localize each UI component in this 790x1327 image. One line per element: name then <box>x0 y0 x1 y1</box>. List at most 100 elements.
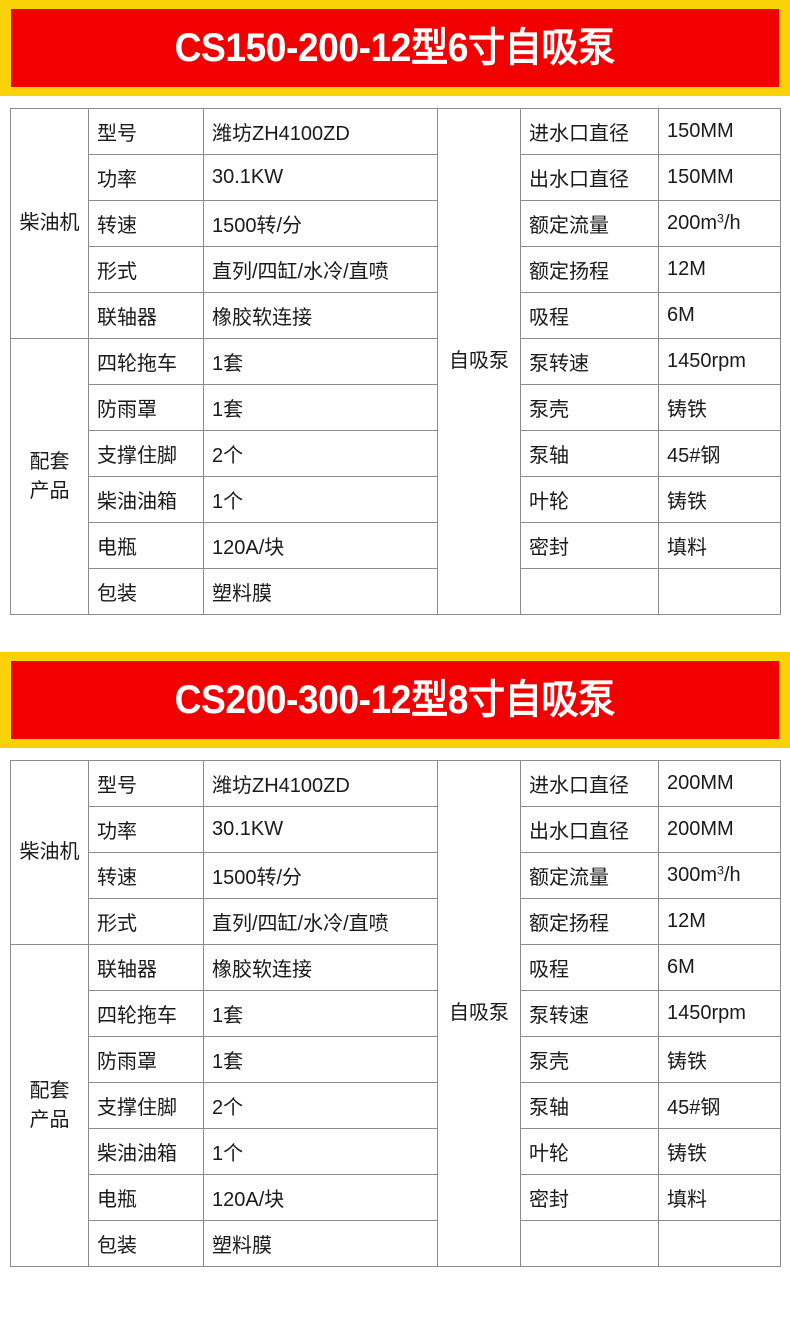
spec-label: 进水口直径 <box>520 108 659 155</box>
flow-unit: /h <box>723 864 741 886</box>
spec-label: 柴油油箱 <box>88 476 204 523</box>
spec-table-2: 柴油机 型号 潍坊ZH4100ZD 自吸泵 进水口直径 200MM 功率 30.… <box>10 760 781 1267</box>
spec-value: 12M <box>658 898 781 945</box>
spec-value: 1个 <box>203 1128 438 1175</box>
spec-label: 泵转速 <box>520 990 659 1037</box>
banner-title-2: CS200-300-12型8寸自吸泵 <box>174 678 616 722</box>
spec-label: 泵壳 <box>520 384 659 431</box>
spec-table-wrap-1: 柴油机 型号 潍坊ZH4100ZD 自吸泵 进水口直径 150MM 功率 30.… <box>0 108 790 615</box>
spec-label: 联轴器 <box>88 944 204 991</box>
table-row: 功率 30.1KW 出水口直径 150MM <box>11 154 781 201</box>
spec-label: 额定扬程 <box>520 898 659 945</box>
group-label-engine: 柴油机 <box>10 108 89 339</box>
table-row: 转速 1500转/分 额定流量 300m3/h <box>11 852 781 899</box>
spacer-1 <box>0 96 790 108</box>
spec-value: 1套 <box>203 338 438 385</box>
spec-label: 泵轴 <box>520 430 659 477</box>
flow-exponent: 3 <box>717 211 724 226</box>
spec-value: 塑料膜 <box>203 1220 438 1267</box>
table-row: 支撑住脚 2个 泵轴 45#钢 <box>11 1082 781 1129</box>
table-row: 防雨罩 1套 泵壳 铸铁 <box>11 384 781 431</box>
spec-value: 橡胶软连接 <box>203 292 438 339</box>
banner-inner-2: CS200-300-12型8寸自吸泵 <box>11 661 779 739</box>
flow-exponent: 3 <box>717 863 724 878</box>
spec-label: 叶轮 <box>520 1128 659 1175</box>
spec-value: 铸铁 <box>658 1128 781 1175</box>
group-label-line1: 配套 <box>29 450 70 473</box>
spec-value: 45#钢 <box>658 1082 781 1129</box>
spec-label: 泵转速 <box>520 338 659 385</box>
spec-value: 150MM <box>658 108 781 155</box>
spec-value: 1500转/分 <box>203 200 438 247</box>
banner-inner-1: CS150-200-12型6寸自吸泵 <box>11 9 779 87</box>
table-row: 电瓶 120A/块 密封 填料 <box>11 1174 781 1221</box>
table-row: 电瓶 120A/块 密封 填料 <box>11 522 781 569</box>
spec-value: 1套 <box>203 990 438 1037</box>
table-row: 四轮拖车 1套 泵转速 1450rpm <box>11 990 781 1037</box>
spec-label-empty <box>520 1220 659 1267</box>
spec-label: 额定流量 <box>520 852 659 899</box>
spec-value: 1450rpm <box>658 338 781 385</box>
table-row: 防雨罩 1套 泵壳 铸铁 <box>11 1036 781 1083</box>
spec-label: 四轮拖车 <box>88 990 204 1037</box>
spec-value: 2个 <box>203 430 438 477</box>
spec-value: 12M <box>658 246 781 293</box>
table-row: 柴油油箱 1个 叶轮 铸铁 <box>11 476 781 523</box>
spec-value: 铸铁 <box>658 384 781 431</box>
spec-label: 转速 <box>88 852 204 899</box>
spec-label: 密封 <box>520 1174 659 1221</box>
table-row: 包装 塑料膜 <box>11 568 781 615</box>
spec-label: 柴油油箱 <box>88 1128 204 1175</box>
spec-table-1: 柴油机 型号 潍坊ZH4100ZD 自吸泵 进水口直径 150MM 功率 30.… <box>10 108 781 615</box>
group-label-accessories: 配套 产品 <box>10 944 89 1267</box>
table-row: 功率 30.1KW 出水口直径 200MM <box>11 806 781 853</box>
spec-label: 防雨罩 <box>88 384 204 431</box>
table-row: 柴油机 型号 潍坊ZH4100ZD 自吸泵 进水口直径 200MM <box>10 760 781 1267</box>
spec-value: 2个 <box>203 1082 438 1129</box>
spec-value: 1套 <box>203 384 438 431</box>
spec-value: 200MM <box>658 760 781 807</box>
spacer-2 <box>0 615 790 652</box>
spec-value: 200MM <box>658 806 781 853</box>
spec-value-flow: 200m3/h <box>658 200 781 247</box>
spec-value: 120A/块 <box>203 522 438 569</box>
table-row: 柴油油箱 1个 叶轮 铸铁 <box>11 1128 781 1175</box>
spec-label: 功率 <box>88 154 204 201</box>
group-label-pump: 自吸泵 <box>437 108 521 615</box>
spec-value: 填料 <box>658 522 781 569</box>
spec-value: 铸铁 <box>658 476 781 523</box>
spec-label: 形式 <box>88 898 204 945</box>
table-row: 形式 直列/四缸/水冷/直喷 额定扬程 12M <box>11 898 781 945</box>
spec-label: 额定扬程 <box>520 246 659 293</box>
spec-value: 30.1KW <box>203 806 438 853</box>
table-row: 柴油机 型号 潍坊ZH4100ZD 自吸泵 进水口直径 150MM <box>10 108 781 615</box>
spec-label: 防雨罩 <box>88 1036 204 1083</box>
spec-label: 包装 <box>88 1220 204 1267</box>
spec-label: 进水口直径 <box>520 760 659 807</box>
spec-label: 电瓶 <box>88 522 204 569</box>
spec-value: 铸铁 <box>658 1036 781 1083</box>
spec-label: 吸程 <box>520 944 659 991</box>
spec-label: 吸程 <box>520 292 659 339</box>
spec-value: 填料 <box>658 1174 781 1221</box>
spec-value: 120A/块 <box>203 1174 438 1221</box>
spec-label: 型号 <box>88 108 204 155</box>
spec-value: 1个 <box>203 476 438 523</box>
spec-label: 叶轮 <box>520 476 659 523</box>
spec-label: 型号 <box>88 760 204 807</box>
table-row: 配套 产品 联轴器 橡胶软连接 吸程 6M <box>10 944 781 1267</box>
spec-value: 45#钢 <box>658 430 781 477</box>
spec-value-empty <box>658 1220 781 1267</box>
spec-value: 30.1KW <box>203 154 438 201</box>
spec-value: 潍坊ZH4100ZD <box>203 108 438 155</box>
spec-label: 转速 <box>88 200 204 247</box>
spec-value: 1500转/分 <box>203 852 438 899</box>
spec-label: 密封 <box>520 522 659 569</box>
spec-label: 支撑住脚 <box>88 1082 204 1129</box>
table-row: 配套 产品 四轮拖车 1套 泵转速 1450rpm <box>10 338 781 615</box>
flow-base: 200m <box>667 212 718 234</box>
table-row: 转速 1500转/分 额定流量 200m3/h <box>11 200 781 247</box>
group-label-line2: 产品 <box>29 479 70 502</box>
table-row: 联轴器 橡胶软连接 吸程 6M <box>11 292 781 339</box>
spec-value: 塑料膜 <box>203 568 438 615</box>
